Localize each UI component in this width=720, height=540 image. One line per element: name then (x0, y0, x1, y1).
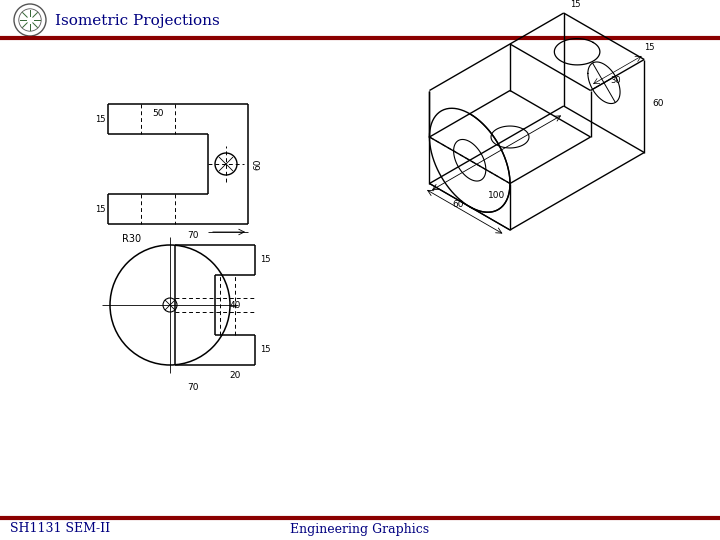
Text: 60: 60 (253, 158, 263, 170)
Text: 100: 100 (488, 192, 505, 200)
Text: 70: 70 (187, 382, 199, 392)
Text: Isometric Projections: Isometric Projections (55, 14, 220, 28)
Text: 50: 50 (152, 110, 163, 118)
Text: 40: 40 (229, 300, 240, 309)
Text: 30: 30 (611, 76, 621, 85)
Text: 60: 60 (452, 200, 464, 209)
Text: 15: 15 (95, 205, 105, 213)
Text: 15: 15 (95, 114, 105, 124)
Text: 15: 15 (644, 43, 654, 51)
Text: Engineering Graphics: Engineering Graphics (290, 523, 429, 536)
Text: 20: 20 (229, 372, 240, 381)
Text: R30: R30 (122, 234, 141, 244)
Text: SH1131 SEM-II: SH1131 SEM-II (10, 523, 110, 536)
Text: 15: 15 (260, 255, 270, 265)
Text: 60: 60 (652, 99, 664, 108)
Text: 70: 70 (187, 232, 199, 240)
Text: 15: 15 (260, 346, 270, 354)
Text: 15: 15 (570, 0, 581, 9)
